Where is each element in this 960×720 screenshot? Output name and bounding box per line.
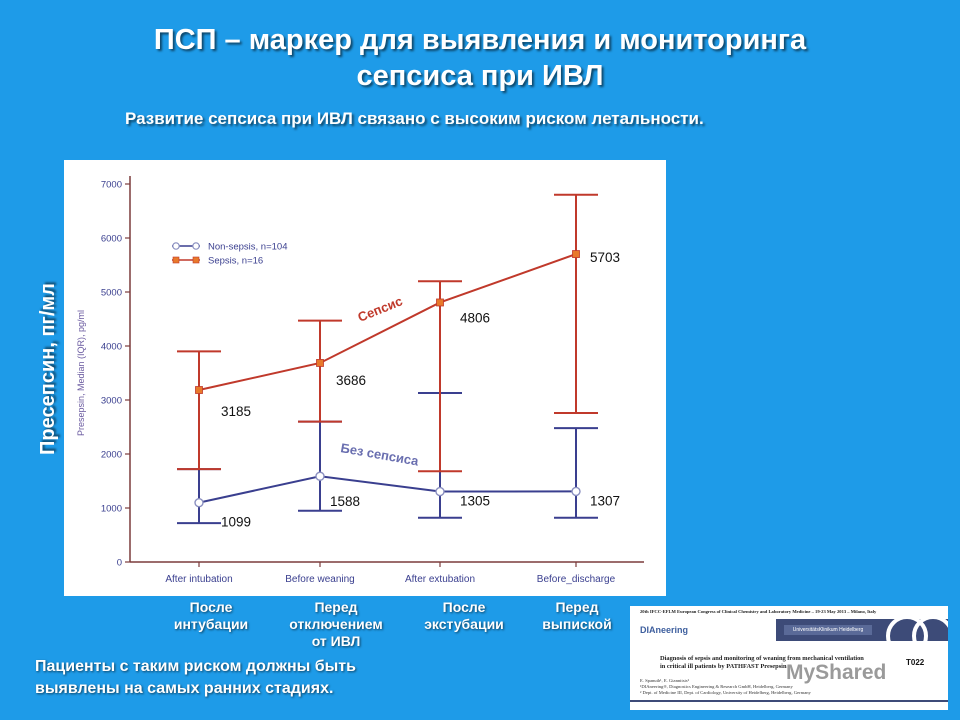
non-sepsis-point [435, 486, 445, 497]
poster-title: Diagnosis of sepsis and monitoring of we… [660, 655, 864, 670]
diaineering-logo: DIAneering [640, 625, 689, 635]
university-logo: UniversitätsKlinikum Heidelberg [784, 625, 872, 635]
presepsin-chart: 0 1000 2000 3000 4000 5000 6000 7000 Presepsin, … [76, 176, 644, 585]
sepsis-annotation: Сепсис [356, 293, 405, 324]
sepsis-data-label: 5703 [590, 250, 620, 265]
y-tick-label: 5000 [101, 288, 122, 299]
ru-label-after-extubation: После экстубации [424, 599, 504, 632]
x-tick-label: Before_discharge [537, 574, 616, 585]
poster-thumbnail: 20th IFCC-EFLM European Congress of Clin… [630, 606, 948, 710]
x-tick-label: After intubation [165, 574, 232, 585]
sepsis-point [436, 298, 444, 307]
note-text: Пациенты с таким риском должны быть выяв… [35, 658, 356, 697]
non-sepsis-point [315, 471, 325, 481]
poster-code: T022 [906, 658, 925, 667]
sepsis-data-label: 3185 [221, 404, 251, 419]
chart-panel: 0 1000 2000 3000 4000 5000 6000 7000 Presepsin, … [64, 160, 666, 596]
x-tick-label: Before weaning [285, 574, 355, 585]
slide-title: ПСП – маркер для выявления и мониторинга… [0, 22, 960, 94]
university-logo-banner: UniversitätsKlinikum Heidelberg [776, 615, 948, 657]
legend-sepsis-marker [192, 256, 200, 264]
y-tick-label: 1000 [101, 504, 122, 515]
non-sepsis-data-label: 1307 [590, 493, 620, 508]
x-tick-label: After extubation [405, 574, 475, 585]
sepsis-data-label: 3686 [336, 373, 366, 388]
non-sepsis-data-label: 1099 [221, 515, 251, 530]
y-tick-label: 0 [117, 558, 122, 569]
poster-bottom-rule [630, 700, 948, 702]
non-sepsis-point [571, 486, 581, 497]
non-sepsis-point [194, 497, 204, 508]
sepsis-point [195, 386, 203, 394]
poster-logo-bar: DIAneering UniversitätsKlinikum Heidelbe… [630, 615, 948, 657]
legend-non-sepsis-label: Non-sepsis, n=104 [208, 242, 287, 253]
non-sepsis-data-label: 1305 [460, 494, 490, 509]
slide-title-line2: сепсиса при ИВЛ [356, 60, 604, 92]
sepsis-line [198, 253, 577, 391]
legend-non-sepsis-marker [172, 242, 180, 250]
poster-header: 20th IFCC-EFLM European Congress of Clin… [640, 609, 877, 614]
poster-authors: E. Spanuth¹, E. Giannitsis² ¹DIAneering®… [640, 678, 811, 695]
y-tick-label: 7000 [101, 180, 122, 191]
sepsis-data-label: 4806 [460, 310, 490, 325]
ring-decoration [912, 615, 948, 657]
y-axis-title-ru: Пресепсин, пг/мл [37, 283, 59, 455]
legend-sepsis-marker [172, 256, 180, 264]
ru-label-before-weaning: Перед отключением от ИВЛ [289, 599, 383, 649]
legend-sepsis-label: Sepsis, n=16 [208, 256, 263, 267]
slide-subtitle: Развитие сепсиса при ИВЛ связано с высок… [125, 109, 704, 128]
sepsis-point [316, 359, 324, 367]
non-sepsis-line [198, 475, 577, 504]
sepsis-point [572, 250, 580, 258]
y-tick-label: 3000 [101, 396, 122, 407]
ru-label-before-discharge: Перед выпиской [542, 599, 612, 632]
y-axis-label: Presepsin, Median (IQR), pg/ml [76, 310, 86, 436]
y-tick-label: 2000 [101, 450, 122, 461]
non-sepsis-annotation: Без сепсиса [339, 440, 420, 469]
watermark: MyShared [786, 661, 887, 684]
slide-title-line1: ПСП – маркер для выявления и мониторинга [153, 24, 807, 56]
legend-non-sepsis-marker [192, 242, 200, 250]
y-tick-label: 4000 [101, 342, 122, 353]
non-sepsis-data-label: 1588 [330, 494, 360, 509]
ru-label-after-intubation: После интубации [173, 599, 249, 632]
y-tick-label: 6000 [101, 234, 122, 245]
